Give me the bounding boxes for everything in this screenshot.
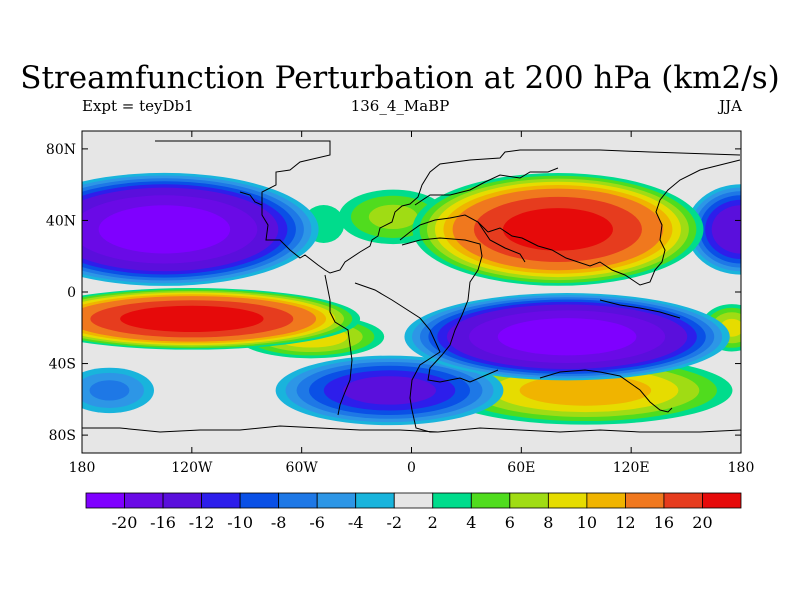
- x-tick-label: 180: [69, 460, 96, 476]
- colorbar-swatch: [162, 492, 202, 509]
- chart-title: Streamfunction Perturbation at 200 hPa (…: [20, 60, 780, 96]
- colorbar-swatch: [316, 492, 357, 509]
- colorbar-swatch: [393, 492, 434, 509]
- colorbar-swatch: [702, 492, 742, 509]
- colorbar-label: -8: [271, 513, 287, 532]
- colorbar-label: -10: [227, 513, 253, 532]
- colorbar-label: -12: [189, 513, 215, 532]
- colorbar-label: 6: [505, 513, 515, 532]
- colorbar-label: -16: [150, 513, 176, 532]
- contour-band: [120, 305, 264, 332]
- coastline-hudson: [239, 191, 263, 206]
- season-label: JJA: [719, 97, 742, 115]
- colorbar-label: -6: [309, 513, 325, 532]
- x-tick-label: 60E: [507, 460, 535, 476]
- colorbar-label: 2: [428, 513, 438, 532]
- y-tick-label: 40N: [46, 213, 76, 229]
- colorbar: -20 -16 -12 -10 -8 -6 -4 -2 2 4 6 8 10 12 16 20: [85, 492, 742, 532]
- colorbar-label: 8: [543, 513, 553, 532]
- colorbar-label: 12: [615, 513, 635, 532]
- colorbar-swatch: [625, 492, 665, 509]
- colorbar-swatch: [547, 492, 588, 509]
- contour-band: [497, 318, 637, 356]
- coastline-north-america: [155, 140, 741, 274]
- colorbar-swatch: [509, 492, 549, 509]
- colorbar-swatch: [470, 492, 511, 509]
- colorbar-label: -2: [386, 513, 402, 532]
- axes: 180 120W 60W 0 60E 120E 180 80N 40N 0 40S 80S: [46, 131, 754, 476]
- coastline-south-america: [324, 274, 353, 416]
- run-label: 136_4_MaBP: [350, 97, 450, 115]
- y-tick-label: 80S: [49, 428, 76, 444]
- contour-band: [89, 380, 130, 401]
- colorbar-label: 20: [692, 513, 712, 532]
- y-tick-label: 40S: [49, 357, 76, 373]
- coastline-arabia: [477, 221, 526, 263]
- colorbar-swatch: [432, 492, 472, 509]
- coastline-europe-north: [414, 167, 559, 206]
- contour-field: [82, 131, 741, 453]
- coastline-mediterranean: [399, 214, 489, 241]
- colorbar-swatch: [239, 492, 280, 509]
- x-tick-label: 120E: [613, 460, 650, 476]
- contour-band: [502, 208, 613, 251]
- y-tick-label: 0: [67, 285, 76, 301]
- experiment-label: Expt = teyDb1: [82, 97, 194, 115]
- coastline-indonesia: [599, 299, 681, 319]
- contour-band: [711, 205, 741, 254]
- x-tick-label: 180: [728, 460, 755, 476]
- x-tick-label: 0: [407, 460, 416, 476]
- coastline-asia: [487, 159, 741, 286]
- colorbar-swatch: [124, 492, 164, 509]
- x-tick-label: 60W: [286, 460, 319, 476]
- coastlines: [82, 140, 741, 433]
- colorbar-swatch: [201, 492, 241, 509]
- colorbar-label: 10: [577, 513, 597, 532]
- contour-band: [343, 376, 437, 405]
- colorbar-label: 4: [466, 513, 476, 532]
- coastline-south-america-e: [354, 282, 441, 433]
- colorbar-label: 16: [654, 513, 674, 532]
- colorbar-label: -4: [348, 513, 364, 532]
- colorbar-swatch: [663, 492, 703, 509]
- contour-band: [98, 205, 231, 254]
- y-tick-label: 80N: [46, 142, 76, 158]
- contour-band: [519, 375, 652, 406]
- coastline-australia: [539, 369, 673, 413]
- colorbar-swatch: [586, 492, 626, 509]
- coastline-antarctica: [82, 425, 741, 433]
- x-tick-label: 120W: [171, 460, 213, 476]
- coastline-africa: [401, 237, 499, 383]
- colorbar-swatch: [85, 492, 125, 509]
- colorbar-swatch: [278, 492, 318, 509]
- colorbar-label: -20: [112, 513, 138, 532]
- colorbar-swatch: [355, 492, 395, 509]
